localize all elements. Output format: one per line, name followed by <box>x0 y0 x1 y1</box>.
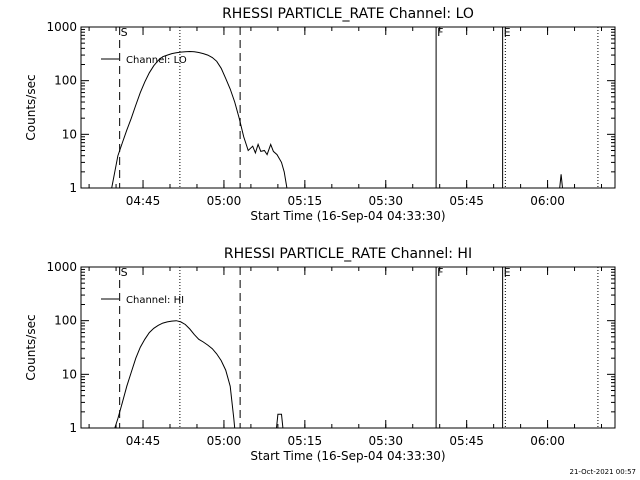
event-marker-label: E <box>504 26 511 39</box>
plot-frame <box>80 26 616 189</box>
lo-channel-panel: RHESSI PARTICLE_RATE Channel: LO 1 10 100 10… <box>24 6 616 223</box>
y-tick-label: 1000 <box>46 20 77 34</box>
series-segment <box>275 413 284 428</box>
y-tick-label: 10 <box>62 367 77 381</box>
x-axis-label: Start Time (16-Sep-04 04:33:30) <box>250 209 445 223</box>
x-axis-ticks <box>88 27 603 188</box>
y-tick-label: 100 <box>54 314 77 328</box>
x-tick-label: 05:00 <box>207 194 242 208</box>
chart-title: RHESSI PARTICLE_RATE Channel: LO <box>222 6 474 22</box>
x-tick-label: 06:00 <box>530 434 565 448</box>
y-axis-label: Counts/sec <box>24 74 38 140</box>
legend: Channel: HI <box>101 295 184 306</box>
event-marker-label: F <box>437 266 443 279</box>
y-tick-label: 100 <box>54 74 77 88</box>
x-tick-label: 05:30 <box>368 434 403 448</box>
series-segment <box>559 174 564 188</box>
y-tick-label: 1000 <box>46 260 77 274</box>
x-tick-label: 05:45 <box>449 194 484 208</box>
y-tick-label: 1 <box>69 421 77 435</box>
event-marker-label: E <box>504 266 511 279</box>
x-tick-label: 05:30 <box>368 194 403 208</box>
y-axis-label: Counts/sec <box>24 314 38 380</box>
y-axis-ticks <box>81 26 615 189</box>
legend: Channel: LO <box>101 55 187 66</box>
legend-entry: Channel: HI <box>126 295 184 306</box>
footer-timestamp: 21-Oct-2021 00:57 <box>570 468 636 476</box>
x-tick-label: 04:45 <box>126 434 161 448</box>
y-tick-label: 10 <box>62 127 77 141</box>
x-tick-label: 05:45 <box>449 434 484 448</box>
series-segment <box>114 320 236 428</box>
hi-channel-panel: RHESSI PARTICLE_RATE Channel: HI 1 10 100 10… <box>24 246 616 463</box>
x-tick-label: 04:45 <box>126 194 161 208</box>
legend-entry: Channel: LO <box>126 55 187 66</box>
event-marker-label: F <box>437 26 443 39</box>
chart-title: RHESSI PARTICLE_RATE Channel: HI <box>224 246 472 262</box>
y-tick-label: 1 <box>69 181 77 195</box>
event-marker-label: S <box>121 266 128 279</box>
x-tick-label: 06:00 <box>530 194 565 208</box>
x-tick-label: 05:00 <box>207 434 242 448</box>
series-segment <box>111 50 288 188</box>
x-tick-label: 05:15 <box>288 194 323 208</box>
x-tick-label: 05:15 <box>288 434 323 448</box>
x-axis-label: Start Time (16-Sep-04 04:33:30) <box>250 449 445 463</box>
series-line <box>111 50 564 188</box>
event-marker-label: S <box>121 26 128 39</box>
y-axis-ticks <box>81 266 615 429</box>
plot-frame <box>80 266 616 429</box>
x-axis-ticks <box>88 267 603 428</box>
series-line <box>114 320 284 428</box>
